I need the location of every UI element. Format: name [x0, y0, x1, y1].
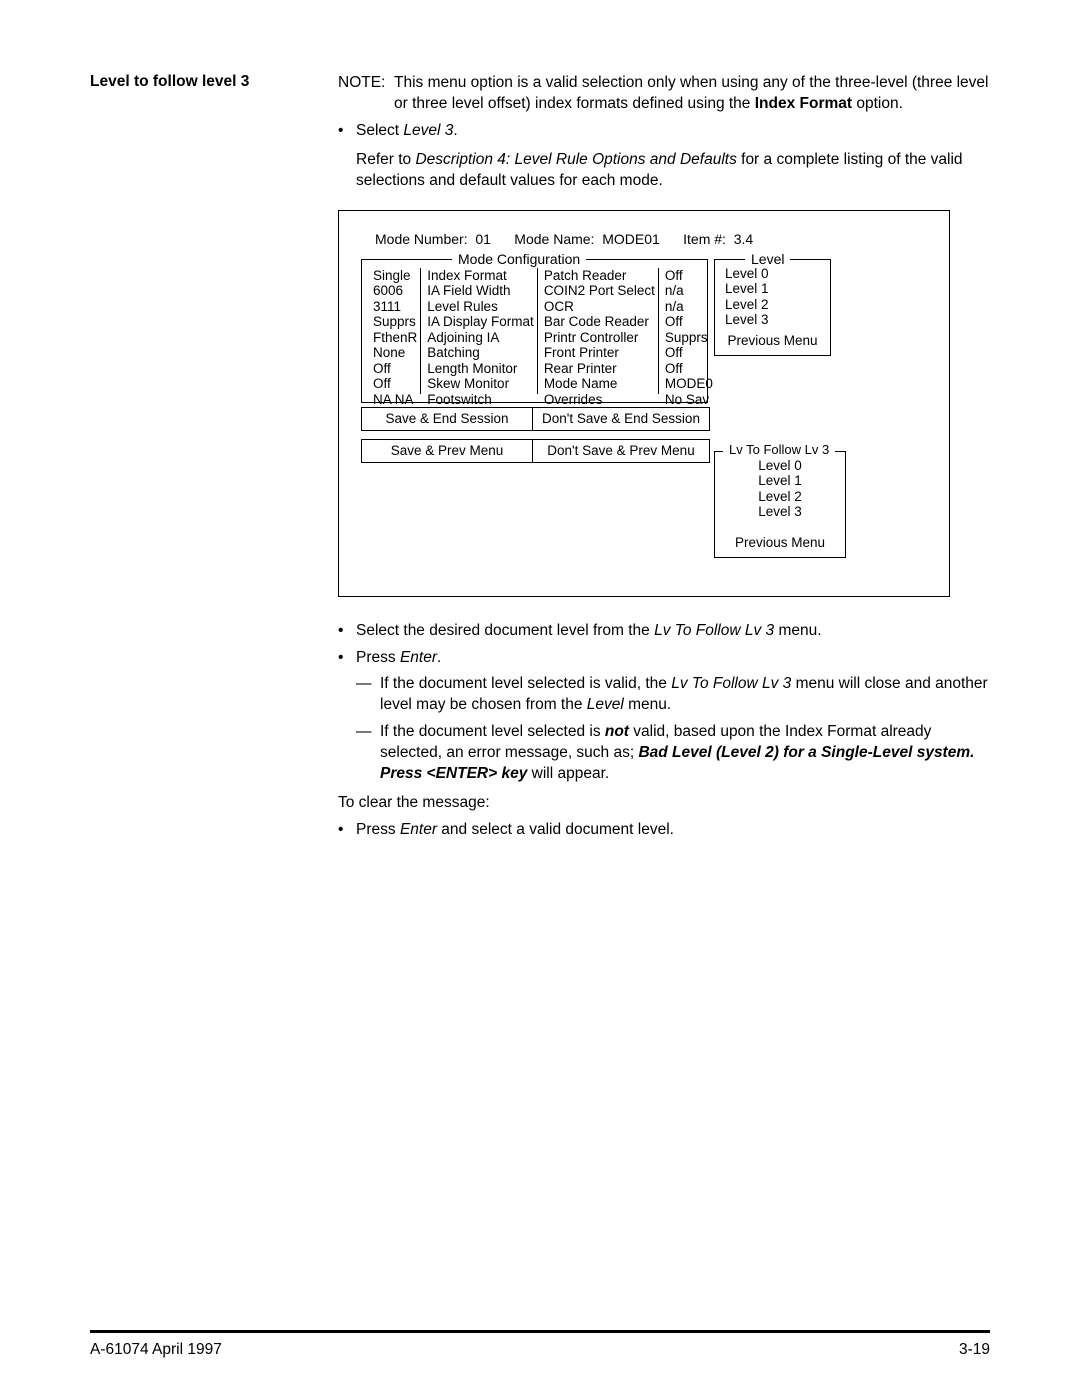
lvfollow-prev-menu: Previous Menu: [715, 535, 845, 551]
footer-rule: [90, 1330, 990, 1333]
note-text-b: option.: [852, 95, 903, 112]
footer-left: A-61074 April 1997: [90, 1341, 222, 1359]
d2bi: not: [605, 723, 629, 740]
level-item: Level 0: [725, 266, 769, 282]
note-text-bold: Index Format: [755, 95, 852, 112]
b4a: Press: [356, 821, 400, 838]
lv-follow-box: Lv To Follow Lv 3 Level 0 Level 1 Level …: [714, 451, 846, 558]
b3b: .: [437, 649, 441, 666]
mode-config-legend: Mode Configuration: [452, 251, 586, 267]
h-item-lbl: Item #:: [683, 231, 726, 247]
lvfollow-item: Level 2: [715, 489, 845, 505]
lvfollow-item: Level 3: [715, 504, 845, 520]
level-box: Level Level 0 Level 1 Level 2 Level 3 Pr…: [714, 259, 831, 356]
level-legend: Level: [745, 251, 790, 267]
lvfollow-legend: Lv To Follow Lv 3: [723, 443, 835, 458]
d1it1: Lv To Follow Lv 3: [671, 675, 791, 692]
d1c: menu.: [624, 696, 671, 713]
bullet-dot: •: [338, 820, 356, 841]
dash: —: [356, 722, 380, 785]
b3a: Press: [356, 649, 400, 666]
h-mname-val: MODE01: [602, 231, 660, 247]
b2it: Lv To Follow Lv 3: [654, 622, 774, 639]
b1a: Select: [356, 122, 403, 139]
b1it: Level 3: [403, 122, 453, 139]
footer-right: 3-19: [959, 1341, 990, 1359]
d1it2: Level: [587, 696, 624, 713]
section-heading: Level to follow level 3: [90, 73, 338, 91]
b2a: Select the desired document level from t…: [356, 622, 654, 639]
lvfollow-item: Level 1: [715, 473, 845, 489]
save-prev-menu: Save & Prev Menu: [361, 439, 533, 463]
h-item-val: 3.4: [734, 231, 753, 247]
b4it: Enter: [400, 821, 437, 838]
refer-a: Refer to: [356, 151, 415, 168]
level-item: Level 1: [725, 281, 769, 297]
lvfollow-item: Level 0: [715, 458, 845, 474]
clear-msg: To clear the message:: [338, 793, 990, 814]
b4b: and select a valid document level.: [437, 821, 674, 838]
dont-save-end-session: Don't Save & End Session: [533, 407, 710, 431]
bullet-dot: •: [338, 648, 356, 669]
bullet-dot: •: [338, 121, 356, 142]
d2a: If the document level selected is: [380, 723, 605, 740]
h-mn-lbl: Mode Number:: [375, 231, 468, 247]
save-end-session: Save & End Session: [361, 407, 533, 431]
mode-config-box: Mode Configuration Single60063111SupprsF…: [361, 259, 708, 403]
d1a: If the document level selected is valid,…: [380, 675, 671, 692]
prev-menu: Previous Menu: [715, 333, 830, 349]
level-item: Level 3: [725, 312, 769, 328]
b1b: .: [453, 122, 457, 139]
mode-config-screenshot: Mode Number: 01 Mode Name: MODE01 Item #…: [338, 210, 950, 597]
note-paragraph: NOTE: This menu option is a valid select…: [338, 73, 990, 115]
note-label: NOTE:: [338, 73, 394, 115]
h-mname-lbl: Mode Name:: [514, 231, 594, 247]
mc-col1: Single60063111SupprsFthenRNoneOffOffNA N…: [370, 268, 421, 394]
dont-save-prev-menu: Don't Save & Prev Menu: [533, 439, 710, 463]
bullet-dot: •: [338, 621, 356, 642]
b3it: Enter: [400, 649, 437, 666]
h-mn-val: 01: [475, 231, 491, 247]
dash: —: [356, 674, 380, 716]
d2c: will appear.: [527, 765, 609, 782]
b2b: menu.: [774, 622, 821, 639]
level-item: Level 2: [725, 297, 769, 313]
mc-col4: Offn/an/aOffSupprsOffOffMODE0No Sav: [659, 268, 716, 394]
mc-col3: Patch ReaderCOIN2 Port SelectOCRBar Code…: [538, 268, 659, 394]
refer-paragraph: Refer to Description 4: Level Rule Optio…: [356, 150, 990, 192]
mc-col2: Index FormatIA Field WidthLevel RulesIA …: [421, 268, 538, 394]
refer-it: Description 4: Level Rule Options and De…: [415, 151, 736, 168]
